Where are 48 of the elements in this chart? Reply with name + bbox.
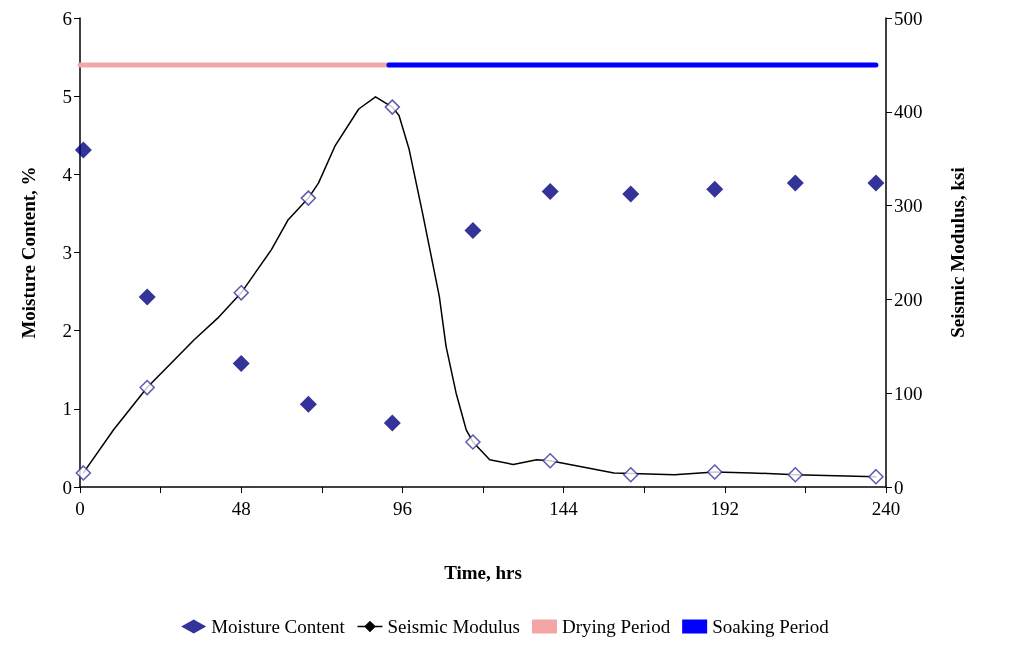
point (299, 395, 317, 413)
legend-label: Seismic Modulus (387, 616, 520, 637)
point (787, 467, 804, 483)
y-tick-label: 5 (62, 85, 72, 107)
point (867, 174, 885, 192)
x-tick-label: 240 (871, 498, 901, 519)
y-tick-label: 4 (62, 163, 73, 185)
point (139, 379, 155, 396)
y2-axis-title: Seismic Modulus, ksi (947, 167, 968, 338)
x-tick-label: 0 (75, 498, 85, 519)
point (786, 174, 804, 192)
x-tick-label: 96 (392, 498, 412, 519)
x-tick-label: 192 (710, 498, 740, 519)
y-tick-label: 6 (62, 7, 72, 29)
legend-label: Soaking Period (712, 616, 830, 637)
point (465, 434, 481, 450)
legend-label: Drying Period (561, 616, 671, 637)
point (138, 288, 156, 306)
point (464, 222, 482, 240)
y2-tick-label: 0 (894, 476, 904, 498)
x-axis-title: Time, hrs (444, 562, 522, 583)
y-tick-label: 0 (62, 476, 72, 498)
y-axis-title: Moisture Content, % (18, 166, 39, 339)
point (541, 183, 559, 201)
point (623, 467, 639, 483)
point (868, 468, 884, 485)
y-tick-label: 2 (62, 320, 72, 342)
legend-label: Moisture Content (211, 616, 346, 637)
point (74, 141, 92, 159)
point (542, 452, 558, 469)
point (233, 285, 249, 301)
x-tick-label: 144 (549, 498, 579, 519)
y2-tick-label: 200 (894, 288, 923, 310)
point (384, 99, 401, 115)
x-tick-label: 48 (231, 498, 251, 519)
y2-tick-label: 100 (894, 382, 923, 404)
point (706, 180, 724, 198)
point (75, 465, 92, 481)
y-tick-label: 3 (62, 242, 72, 263)
y2-tick-label: 400 (894, 101, 923, 123)
point (383, 414, 401, 432)
y2-tick-label: 500 (894, 7, 923, 29)
y-tick-label: 1 (62, 398, 72, 420)
point (232, 355, 250, 372)
y2-tick-label: 300 (894, 195, 923, 217)
point (622, 185, 640, 203)
point (706, 464, 723, 480)
point (300, 190, 317, 206)
